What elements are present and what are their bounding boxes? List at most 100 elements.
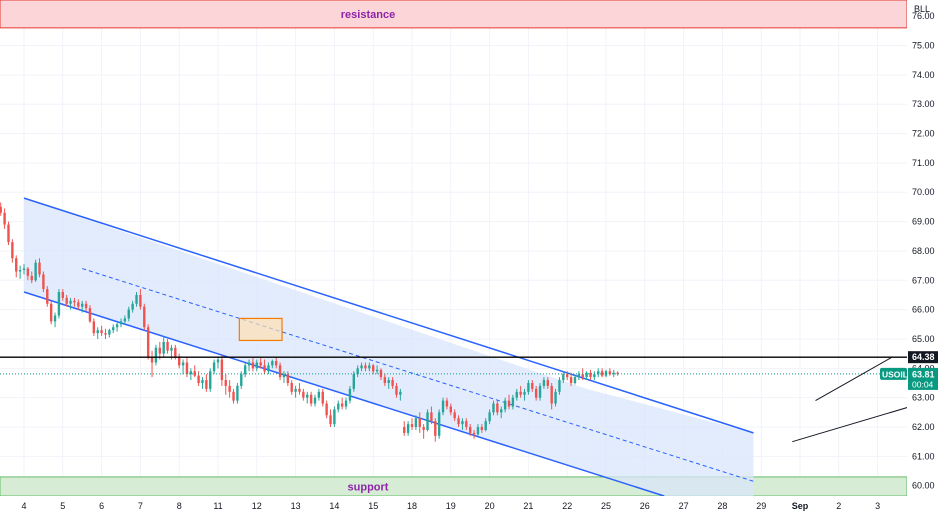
price-tick-label: 65.00 [912,334,935,344]
candle-body [209,371,212,389]
candle-body [325,403,328,416]
candle-body [306,394,309,398]
candles [0,202,619,442]
candle-body [511,397,515,407]
price-tick-label: 69.00 [912,217,935,227]
candle [480,424,484,433]
candle [77,299,80,310]
price-axis[interactable]: BLL60.0061.0062.0063.0064.0065.0066.0067… [880,0,947,519]
candle [515,388,518,401]
countdown-text: 00:04 [912,379,934,389]
candle-body [573,377,577,384]
candle-body [309,394,313,404]
candle-body [569,377,573,384]
candle-body [352,374,356,389]
level-price-tag[interactable] [908,351,938,364]
candle-body [321,391,324,404]
candle-body [181,362,185,366]
level-price-text: 64.38 [912,352,935,362]
candle [616,371,619,376]
candle [329,409,332,428]
candle [286,371,290,386]
candle-body [492,403,495,413]
current-price-tag[interactable] [908,367,938,390]
candle-body [403,427,406,433]
date-tick-label: 15 [368,501,378,511]
candle [46,286,49,307]
candle-body [333,409,336,425]
rising-channel-upper[interactable] [815,356,894,402]
candle-body [379,369,383,378]
candle [112,324,115,334]
candle-body [177,356,181,366]
candle [3,208,6,229]
candle-body [329,415,332,425]
candle-body [581,374,584,378]
level-lines[interactable] [0,356,907,375]
channel-upper-line[interactable] [23,197,754,434]
candle-body [565,374,569,378]
candle [212,359,216,375]
price-tick-label: 60.00 [912,481,935,491]
candle [507,394,511,410]
candle-body [527,383,530,392]
candle [437,409,441,439]
candle [26,267,30,281]
channel-mid-line[interactable] [82,268,754,482]
descending-channel[interactable] [23,197,754,497]
candle [181,359,185,375]
candle-body [154,347,158,363]
candle [476,424,480,436]
candle-body [267,365,270,372]
channel-lower-line[interactable] [23,291,665,497]
date-axis[interactable]: 4 5 6 7 8 11 12 13 14 15 18 19 20 21 22 25 26 27 28 29 Sep 2 3 [0,496,907,519]
candle-body [542,380,546,386]
candle [69,297,72,310]
candle-body [46,289,49,304]
rising-channel-lower[interactable] [792,374,947,443]
symbol-pill[interactable] [880,367,907,380]
candle-body [255,362,259,369]
candle-body [476,427,480,435]
candle [53,312,57,328]
candle-body [313,397,317,404]
candle [80,300,84,313]
candle-body [247,362,251,366]
candle-body [422,427,425,430]
candle [263,359,266,375]
support-zone[interactable] [0,476,908,497]
candle [348,385,352,404]
candle [379,368,383,381]
candle [243,362,247,378]
candle [406,421,410,436]
candle-body [368,365,371,369]
candle [333,406,336,428]
candle [558,377,561,395]
rising-channel[interactable] [792,356,947,443]
candle [352,371,356,392]
candle [340,397,344,410]
candle-body [69,300,72,304]
candle-body [445,400,449,407]
date-tick-label: 13 [291,501,301,511]
candle [96,327,99,339]
candle-body [418,418,421,428]
candle [38,258,41,278]
candle [22,264,26,275]
candle-body [38,262,41,275]
highlight-rectangle[interactable] [238,317,283,342]
candle [162,336,165,357]
highlight-box[interactable] [238,317,283,342]
candle-body [119,321,123,325]
candle-body [146,327,150,357]
candle [554,388,557,407]
candle-body [53,315,57,322]
candle-body [26,268,30,276]
candle-body [80,303,84,307]
date-tick-label: 3 [875,501,880,511]
resistance-zone[interactable] [0,0,908,29]
candle [267,362,270,375]
candle [61,289,65,301]
